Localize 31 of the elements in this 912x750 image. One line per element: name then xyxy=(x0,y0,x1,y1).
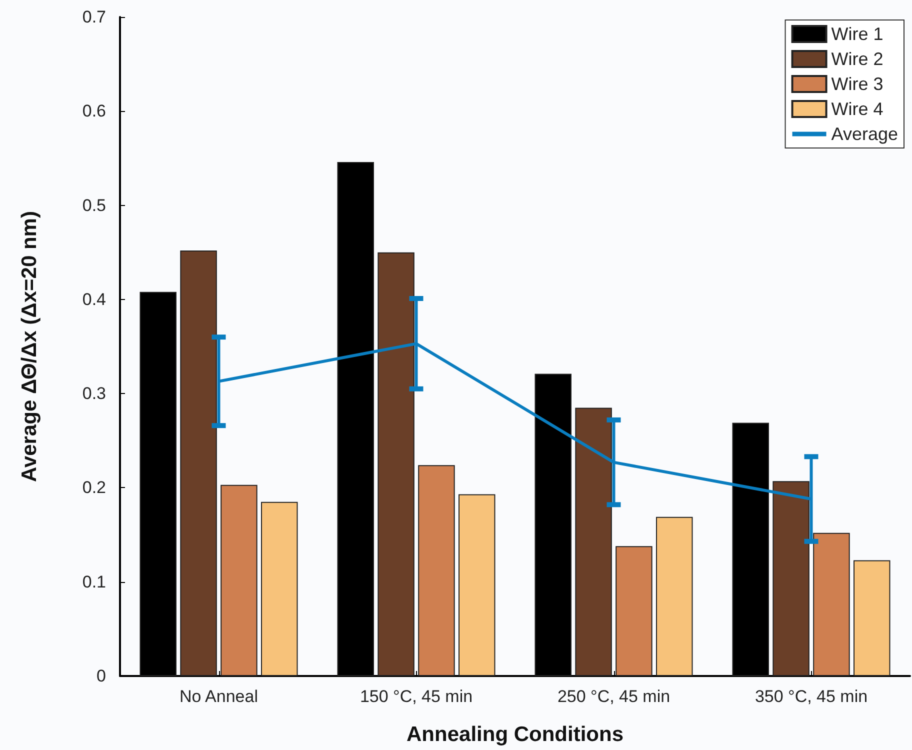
x-axis-title: Annealing Conditions xyxy=(406,723,624,746)
bar xyxy=(418,465,455,676)
y-tick-label: 0.2 xyxy=(82,478,106,498)
legend-label: Wire 3 xyxy=(831,74,884,94)
bar xyxy=(772,481,810,676)
y-tick-label: 0.3 xyxy=(82,384,106,404)
bar xyxy=(854,560,890,676)
bar xyxy=(813,532,850,676)
legend-label: Wire 2 xyxy=(831,49,884,69)
x-tick-label: 250 °C, 45 min xyxy=(557,687,670,706)
bar xyxy=(656,516,693,676)
bar xyxy=(220,484,258,676)
bar xyxy=(378,252,414,676)
y-tick-label: 0.6 xyxy=(82,102,106,121)
x-tick-label: 150 °C, 45 min xyxy=(360,687,473,706)
y-tick-label: 0.1 xyxy=(82,572,106,592)
x-tick-label: 350 °C, 45 min xyxy=(754,687,868,706)
y-tick-label: 0 xyxy=(96,666,106,686)
bar xyxy=(458,494,496,676)
y-axis-title: Average ΔΘ/Δx (Δx=20 nm) xyxy=(18,211,41,482)
bar xyxy=(261,502,298,676)
x-tick-label: No Anneal xyxy=(180,687,258,706)
legend-label: Average xyxy=(831,124,898,144)
bar xyxy=(616,546,652,676)
bar xyxy=(180,250,217,676)
legend-label: Wire 1 xyxy=(831,24,884,44)
y-tick-label: 0.4 xyxy=(82,290,106,309)
bar xyxy=(575,408,612,676)
legend-label: Wire 4 xyxy=(831,99,884,119)
y-tick-label: 0.5 xyxy=(82,196,106,215)
y-tick-label: 0.7 xyxy=(82,8,106,26)
